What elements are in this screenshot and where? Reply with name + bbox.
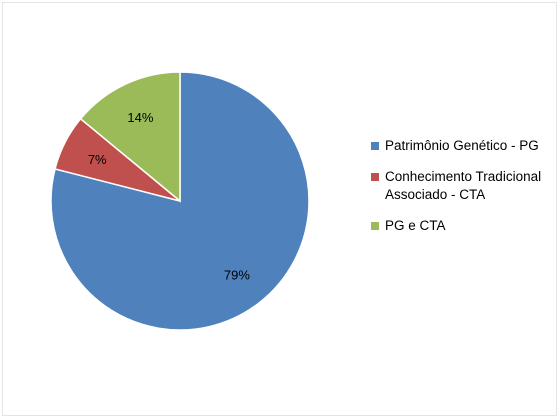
legend: Patrimônio Genético - PG Conhecimento Tr… [371, 137, 557, 248]
legend-label-cta-line2: Associado - CTA [385, 187, 486, 202]
legend-swatch-pg [371, 142, 379, 150]
legend-item-pg: Patrimônio Genético - PG [371, 137, 557, 155]
legend-label-pg-cta: PG e CTA [385, 218, 446, 233]
legend-swatch-pg-cta [371, 222, 379, 230]
chart-area: 79% 7% 14% Patrimônio Genético - PG Conhec… [2, 2, 557, 416]
legend-item-cta: Conhecimento Tradicional Associado - CTA [371, 168, 557, 204]
slice-label-cta: 7% [88, 152, 107, 167]
legend-item-pg-cta: PG e CTA [371, 217, 557, 235]
pie-chart: 79% 7% 14% [50, 71, 310, 331]
slice-label-pg: 79% [224, 267, 250, 282]
legend-swatch-cta [371, 173, 379, 181]
legend-label-cta-line1: Conhecimento Tradicional [385, 169, 542, 184]
legend-label-pg: Patrimônio Genético - PG [385, 138, 539, 153]
slice-label-pg-cta: 14% [127, 110, 153, 125]
slice-pg-cta [79, 71, 181, 203]
